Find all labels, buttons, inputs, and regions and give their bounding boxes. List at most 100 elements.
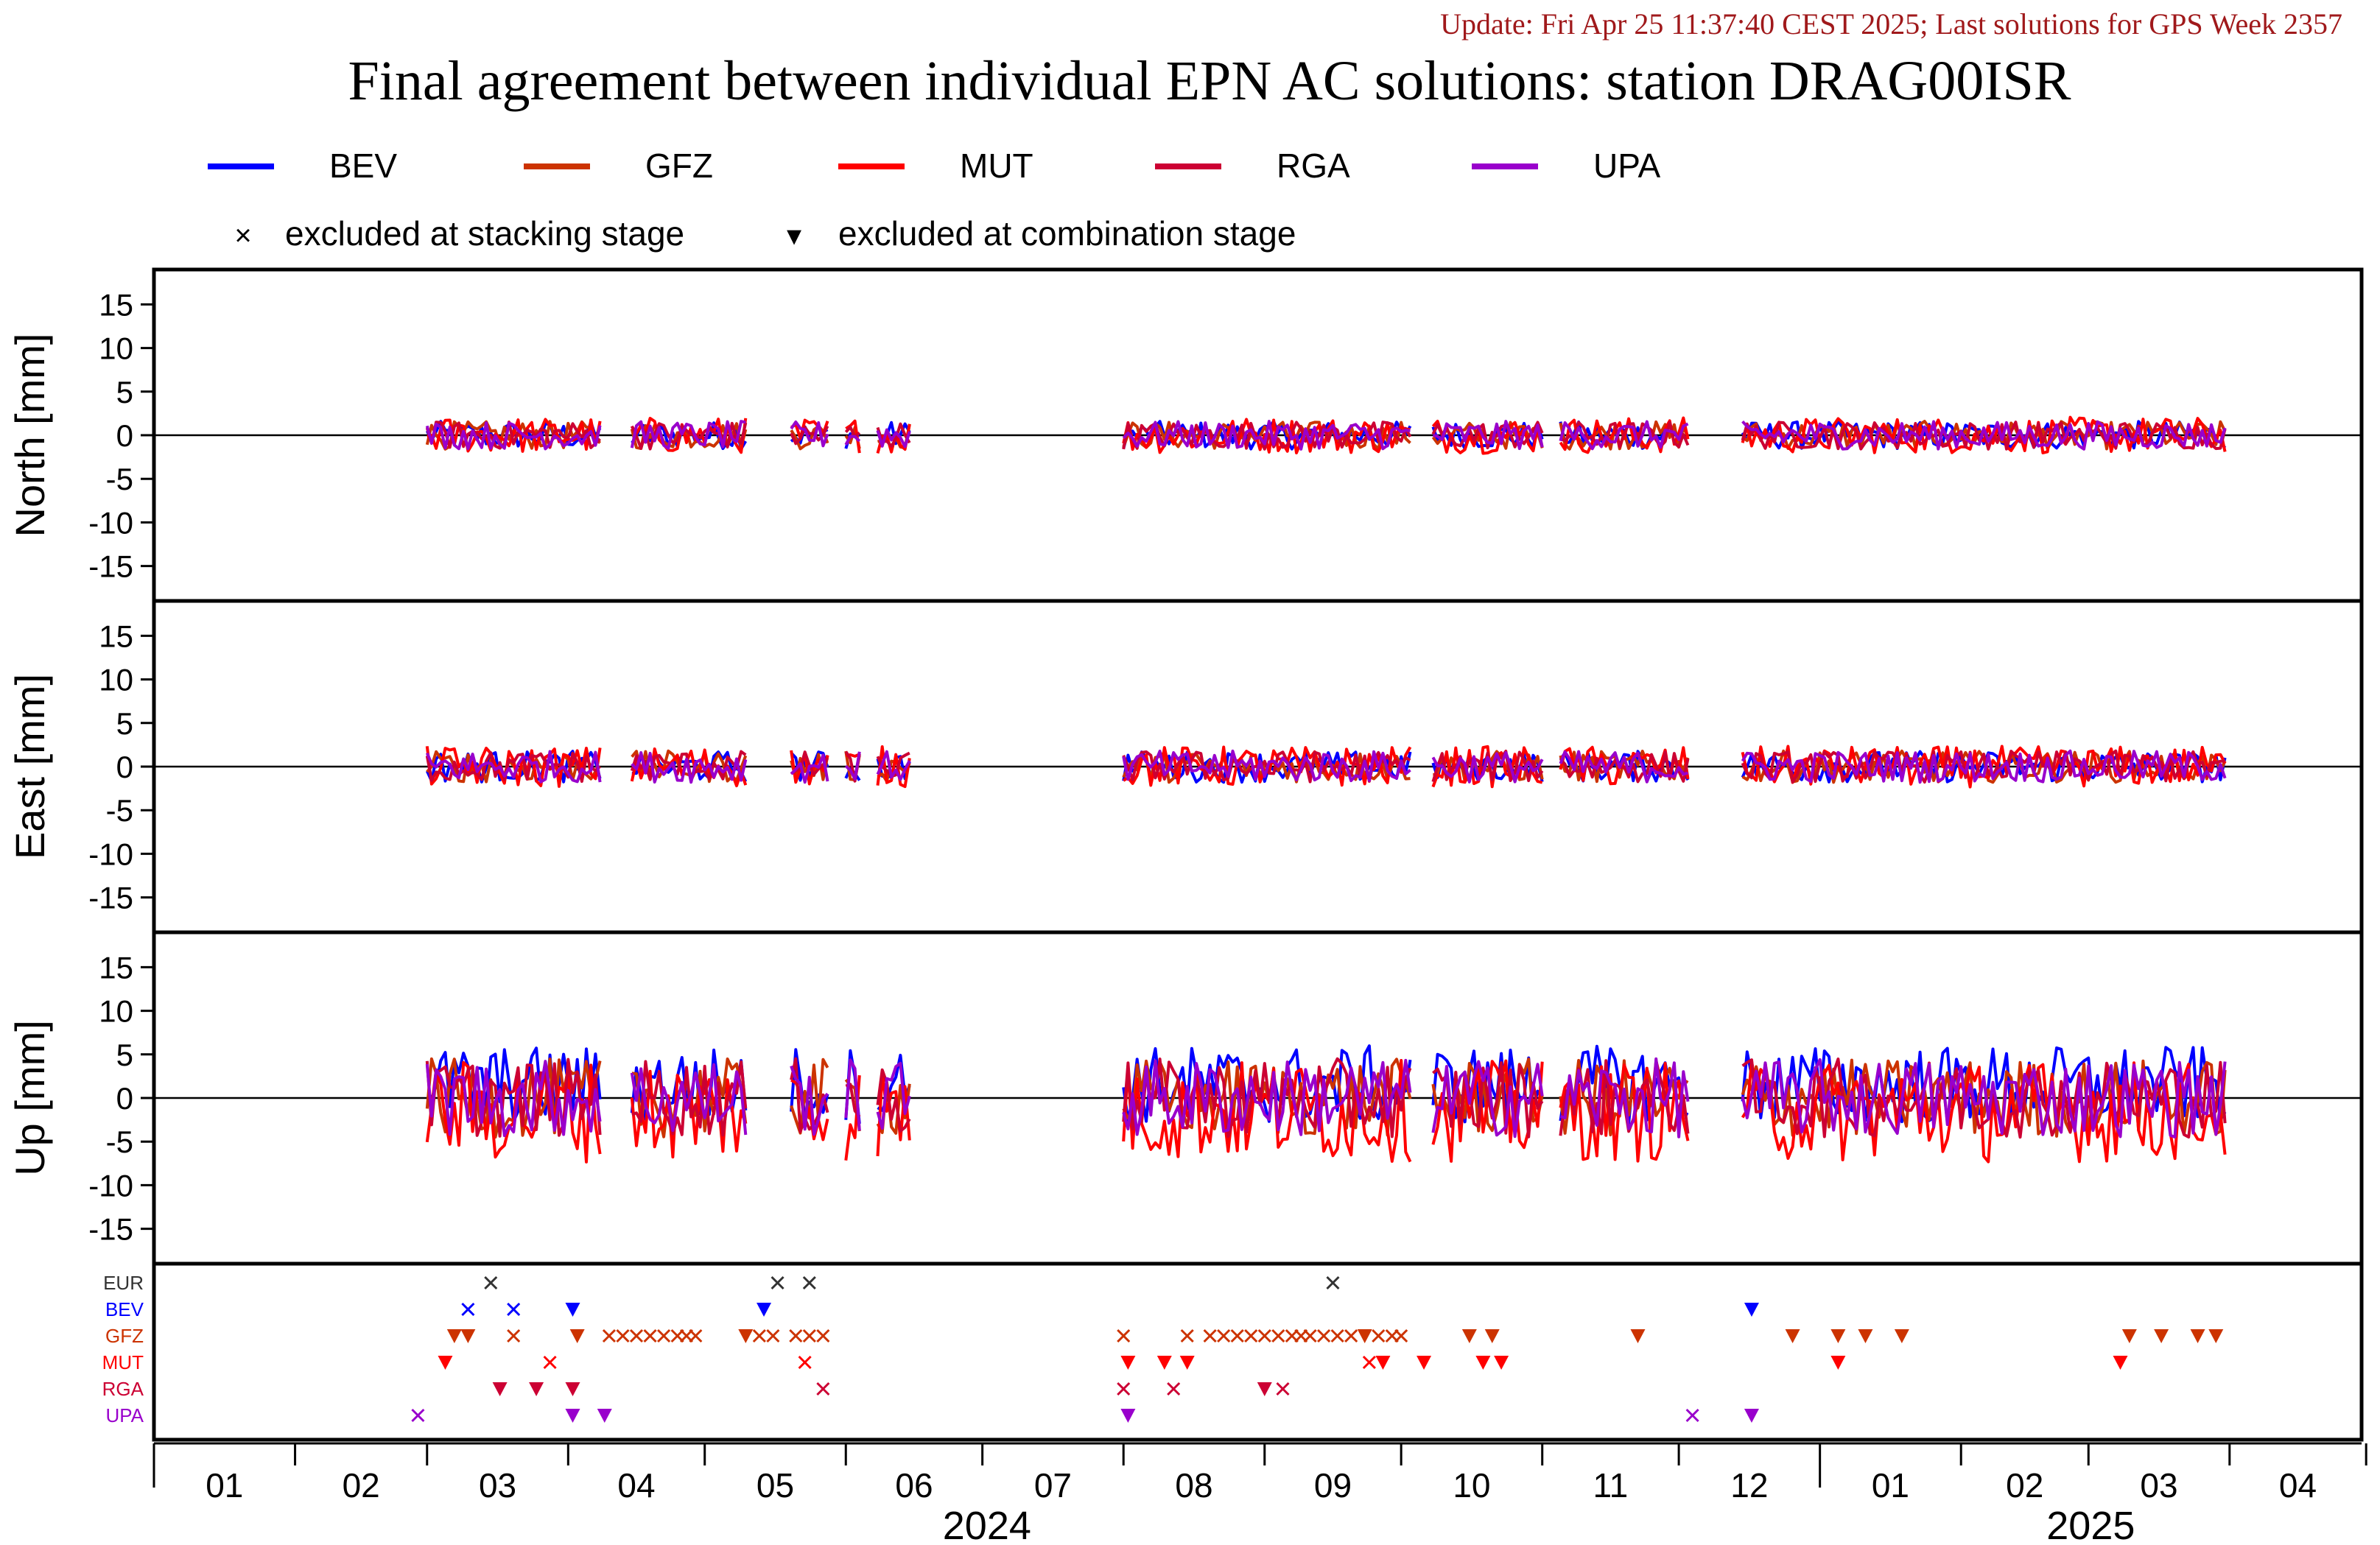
y-tick-label: 5 xyxy=(116,1038,133,1072)
exclusion-cross-gfz xyxy=(616,1328,630,1343)
combination-symbol: ▾ xyxy=(787,219,801,252)
exclusion-cross-gfz xyxy=(1394,1328,1408,1343)
x-month-label: 11 xyxy=(1593,1466,1629,1504)
series-line-mut xyxy=(1741,415,2227,454)
exclusion-cross-gfz xyxy=(1117,1328,1131,1343)
exclusion-cross-bev xyxy=(507,1302,521,1317)
exclusion-frame xyxy=(152,1261,2364,1442)
y-tick-label: -15 xyxy=(88,1212,133,1247)
exclusion-cross-eur xyxy=(1326,1275,1340,1290)
series-line-upa xyxy=(876,428,911,448)
series-line-mut xyxy=(1559,1061,1690,1163)
y-tick-label: -15 xyxy=(88,549,133,584)
exclusion-triangle-mut xyxy=(1417,1356,1432,1370)
series-line-upa xyxy=(844,434,861,446)
series-line-mut xyxy=(1431,745,1543,789)
exclusion-cross-mut xyxy=(543,1355,557,1370)
exclusion-row-label-upa: UPA xyxy=(105,1404,144,1426)
exclusion-cross-rga xyxy=(1117,1382,1131,1396)
y-tick-label: 5 xyxy=(116,706,133,741)
exclusion-cross-gfz xyxy=(657,1328,671,1343)
series-line-rga xyxy=(844,426,861,439)
series-line-rga xyxy=(425,1057,602,1138)
exclusion-panel: EUR BEV GFZ MUT RGA UPA xyxy=(102,1261,2364,1442)
x-month-label: 08 xyxy=(1175,1466,1212,1504)
legend-label-rga: RGA xyxy=(1277,147,1350,185)
exclusion-triangle-gfz xyxy=(1894,1329,1909,1343)
series-line-mut xyxy=(1559,416,1690,454)
y-tick-label: 15 xyxy=(99,287,133,322)
panel-2: 15 10 5 0 -5 -10 -15 Up [mm] xyxy=(7,930,2364,1266)
update-text: Update: Fri Apr 25 11:37:40 CEST 2025; L… xyxy=(1440,7,2342,41)
panel-0: 15 10 5 0 -5 -10 -15 North [mm] xyxy=(7,267,2364,603)
y-axis-label: North [mm] xyxy=(7,334,53,538)
series-line-upa xyxy=(425,421,602,451)
y-tick-label: 0 xyxy=(116,750,133,784)
exclusion-triangle-gfz xyxy=(1461,1329,1477,1343)
exclusion-cross-eur xyxy=(802,1275,816,1290)
exclusion-triangle-gfz xyxy=(460,1329,476,1343)
exclusion-triangle-upa xyxy=(1120,1409,1136,1423)
exclusion-cross-eur xyxy=(770,1275,784,1290)
y-tick-label: 0 xyxy=(116,1081,133,1116)
exclusion-cross-gfz xyxy=(629,1328,644,1343)
exclusion-cross-gfz xyxy=(1217,1328,1231,1343)
y-axis-label: East [mm] xyxy=(7,674,53,859)
exclusion-triangle-mut xyxy=(438,1356,453,1370)
series-line-upa xyxy=(790,420,829,448)
exclusion-triangle-mut xyxy=(1830,1356,1846,1370)
exclusion-cross-gfz xyxy=(1372,1328,1386,1343)
series-line-rga xyxy=(876,1068,911,1133)
series-line-upa xyxy=(790,753,829,784)
exclusion-triangle-upa xyxy=(1744,1409,1759,1423)
series-line-upa xyxy=(1741,420,2227,451)
x-month-label: 05 xyxy=(757,1466,794,1504)
exclusion-triangle-gfz xyxy=(1484,1329,1500,1343)
x-month-label: 12 xyxy=(1730,1466,1768,1504)
exclusion-triangle-rga xyxy=(1257,1382,1272,1396)
series-line-rga xyxy=(630,421,748,451)
series-line-upa xyxy=(844,751,861,781)
marker-legend: × excluded at stacking stage ▾ excluded … xyxy=(234,214,1296,253)
series-line-upa xyxy=(1122,420,1411,451)
exclusion-cross-gfz xyxy=(1230,1328,1244,1343)
y-tick-label: 15 xyxy=(99,619,133,653)
series-line-rga xyxy=(1432,1061,1544,1138)
exclusion-triangle-gfz xyxy=(446,1329,462,1343)
exclusion-triangle-gfz xyxy=(2121,1329,2137,1343)
x-month-label: 04 xyxy=(2279,1466,2317,1504)
series-line-upa xyxy=(1122,749,1411,783)
exclusion-triangle-mut xyxy=(1156,1356,1172,1370)
y-tick-label: -15 xyxy=(88,881,133,915)
y-axis-label: Up [mm] xyxy=(7,1020,53,1176)
series-line-upa xyxy=(630,1063,748,1136)
exclusion-cross-gfz xyxy=(689,1328,703,1343)
series-line-upa xyxy=(1122,1058,1412,1136)
y-tick-label: -10 xyxy=(88,837,133,871)
exclusion-triangle-bev xyxy=(1744,1303,1759,1317)
series-line-mut xyxy=(876,745,911,789)
legend-label-upa: UPA xyxy=(1593,147,1660,185)
legend-label-gfz: GFZ xyxy=(645,147,713,185)
series-line-upa xyxy=(1559,750,1688,784)
x-axis: 01 02 03 04 05 06 07 08 09 10 11 12 01 02 03 04 2024 2025 xyxy=(152,1442,2367,1545)
series-line-rga xyxy=(425,420,602,450)
series-line-upa xyxy=(1431,1060,1544,1138)
exclusion-cross-gfz xyxy=(1203,1328,1217,1343)
series-line-upa xyxy=(876,750,911,781)
exclusion-triangle-upa xyxy=(597,1409,612,1423)
exclusion-cross-gfz xyxy=(1257,1328,1271,1343)
y-tick-label: 10 xyxy=(99,994,133,1029)
exclusion-cross-rga xyxy=(1276,1382,1290,1396)
exclusion-triangle-bev xyxy=(565,1303,580,1317)
y-tick-label: 15 xyxy=(99,950,133,985)
x-month-label: 01 xyxy=(1872,1466,1909,1504)
exclusion-triangle-mut xyxy=(1375,1356,1391,1370)
exclusion-cross-gfz xyxy=(507,1328,521,1343)
exclusion-cross-eur xyxy=(484,1275,498,1290)
exclusion-triangle-rga xyxy=(529,1382,544,1396)
x-month-label: 04 xyxy=(617,1466,655,1504)
exclusion-triangle-bev xyxy=(757,1303,772,1317)
exclusion-triangle-gfz xyxy=(2154,1329,2169,1343)
y-tick-label: 5 xyxy=(116,375,133,409)
